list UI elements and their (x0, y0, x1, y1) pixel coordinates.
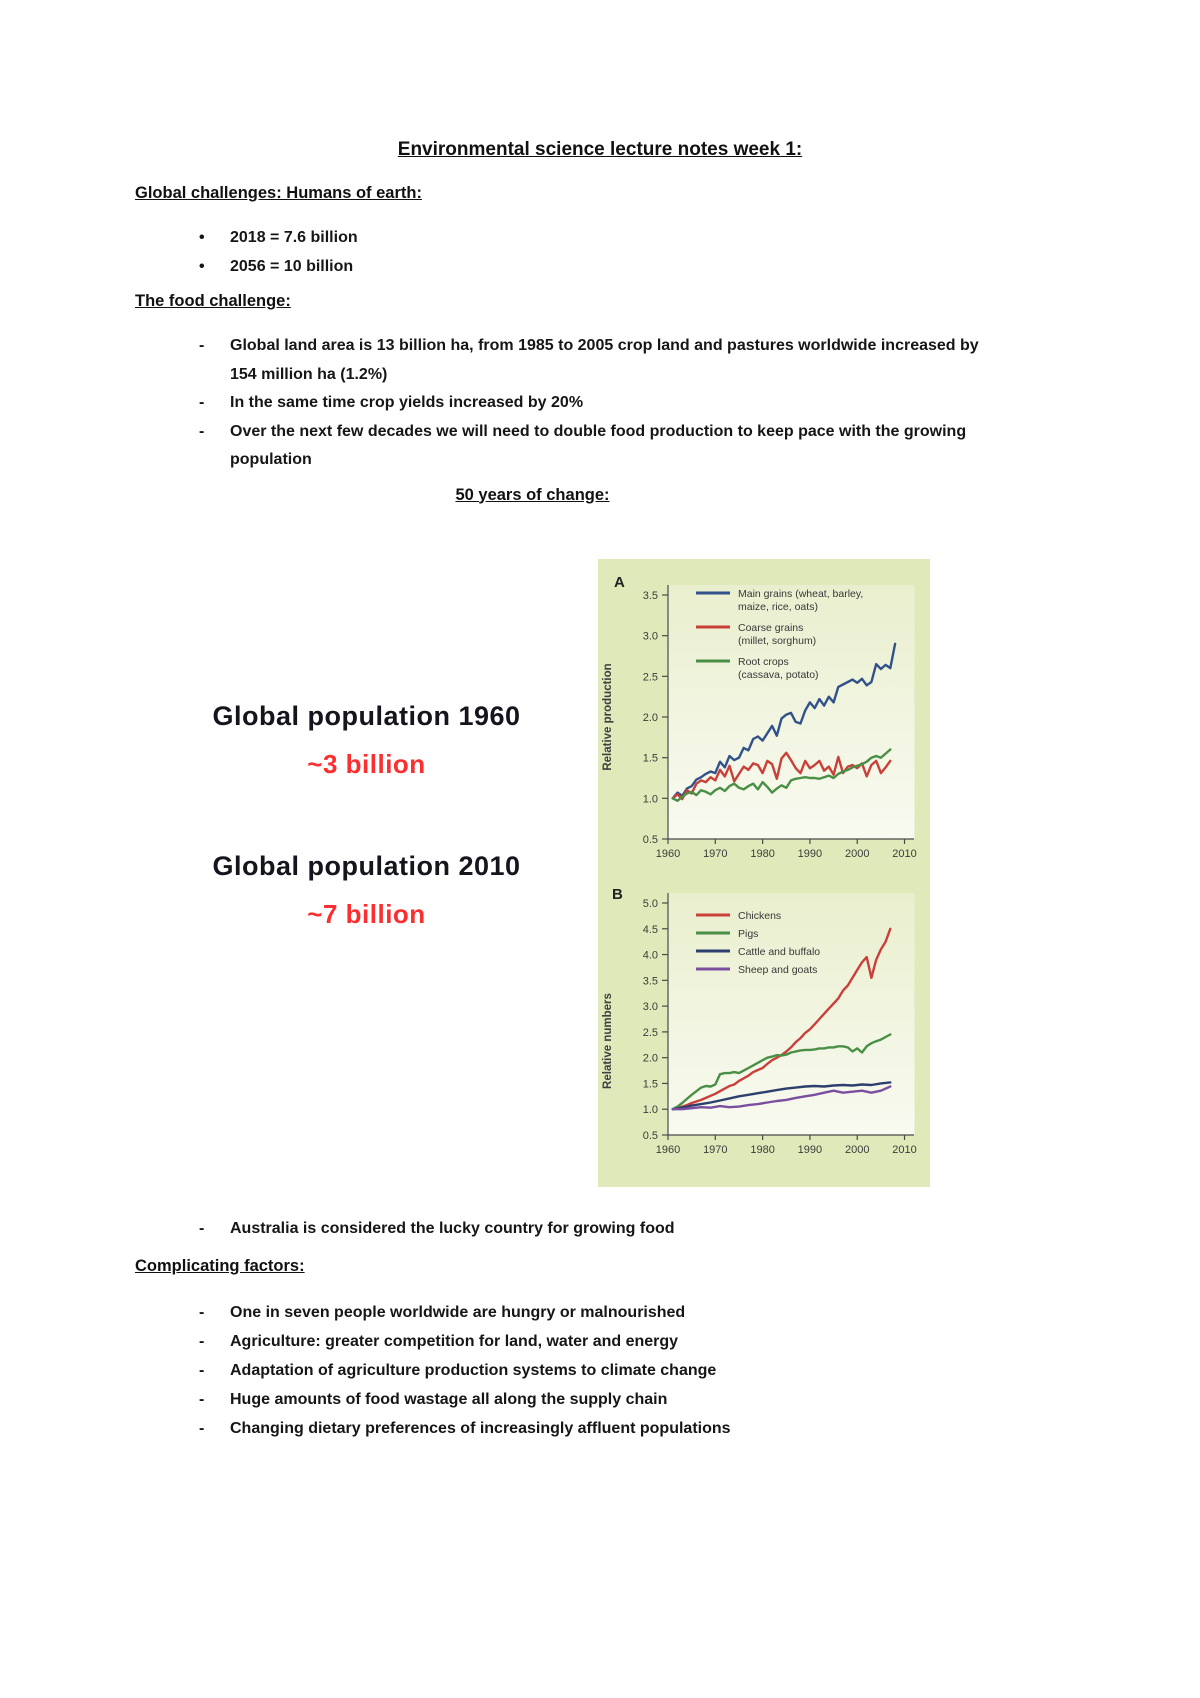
heading-food-challenge: The food challenge: (135, 292, 291, 310)
list-item: - Agriculture: greater competition for l… (135, 1327, 1065, 1356)
list-item: - Huge amounts of food wastage all along… (135, 1385, 1065, 1414)
chart-a-relative-production: 0.5 1.0 1.5 2.0 2.5 3.0 3.5 1960 1970 1980 1990 200… (602, 574, 917, 859)
dash-marker: - (199, 1362, 205, 1379)
svg-text:1980: 1980 (750, 848, 774, 859)
dash-marker: - (199, 1391, 205, 1408)
svg-text:2.0: 2.0 (643, 1052, 658, 1064)
complicating-factors-list: - One in seven people worldwide are hung… (135, 1298, 1065, 1443)
svg-text:0.5: 0.5 (643, 1130, 658, 1142)
svg-text:(cassava, potato): (cassava, potato) (738, 669, 819, 681)
list-item: - Changing dietary preferences of increa… (135, 1414, 1065, 1443)
chart-b-relative-numbers: 0.5 1.0 1.5 2.0 2.5 3.0 3.5 4.0 4.5 5.0 1960 1970 19… (602, 886, 917, 1156)
list-item: • 2018 = 7.6 billion (135, 224, 1065, 253)
heading-50-years-of-change: 50 years of change: (455, 485, 610, 504)
list-item-text: Over the next few decades we will need t… (230, 422, 967, 469)
bullet-marker: • (199, 257, 205, 275)
svg-text:2.5: 2.5 (643, 671, 658, 683)
svg-text:3.5: 3.5 (643, 590, 658, 602)
svg-text:Relative production: Relative production (602, 663, 614, 770)
dash-marker: - (199, 1219, 205, 1237)
figure-50-years-of-change: Global population 1960 ~3 billion Global… (135, 558, 930, 1187)
population-2010-value: ~7 billion (307, 898, 426, 929)
charts-panel: 0.5 1.0 1.5 2.0 2.5 3.0 3.5 1960 1970 1980 1990 200… (598, 558, 930, 1187)
list-item-text: Changing dietary preferences of increasi… (230, 1420, 731, 1437)
svg-text:maize, rice, oats): maize, rice, oats) (738, 601, 818, 613)
list-item: - Global land area is 13 billion ha, fro… (135, 332, 1065, 389)
dash-marker: - (199, 422, 205, 440)
svg-text:1960: 1960 (656, 1144, 680, 1156)
list-item: - Australia is considered the lucky coun… (135, 1215, 1065, 1244)
svg-text:1.0: 1.0 (643, 1104, 658, 1116)
dash-marker: - (199, 1333, 205, 1350)
svg-text:1970: 1970 (703, 1144, 727, 1156)
svg-text:5.0: 5.0 (643, 898, 658, 910)
dash-marker: - (199, 394, 205, 411)
australia-note-list: - Australia is considered the lucky coun… (135, 1215, 1065, 1244)
svg-text:Relative numbers: Relative numbers (602, 993, 614, 1089)
svg-text:Coarse grains: Coarse grains (738, 622, 803, 634)
list-item-text: Agriculture: greater competition for lan… (230, 1333, 679, 1350)
svg-text:1.0: 1.0 (643, 793, 658, 805)
svg-text:2010: 2010 (892, 1144, 916, 1156)
list-item: • 2056 = 10 billion (135, 253, 1065, 282)
dash-marker: - (199, 337, 205, 354)
list-item-text: In the same time crop yields increased b… (230, 394, 584, 411)
page: Environmental science lecture notes week… (135, 139, 1065, 1443)
list-item-text: Australia is considered the lucky countr… (230, 1219, 675, 1237)
list-item-text: Adaptation of agriculture production sys… (230, 1362, 717, 1379)
dash-marker: - (199, 1304, 205, 1321)
svg-text:2.0: 2.0 (643, 712, 658, 724)
list-item-text: Huge amounts of food wastage all along t… (230, 1391, 668, 1408)
svg-text:1.5: 1.5 (643, 1078, 658, 1090)
population-captions: Global population 1960 ~3 billion Global… (135, 559, 598, 1187)
svg-text:Sheep and goats: Sheep and goats (738, 964, 817, 976)
svg-text:1970: 1970 (703, 848, 727, 859)
population-1960-value: ~3 billion (307, 748, 426, 779)
heading-global-challenges: Global challenges: Humans of earth: (135, 184, 422, 202)
page-title: Environmental science lecture notes week… (397, 139, 803, 160)
population-1960-label: Global population 1960 (212, 700, 521, 731)
global-challenges-list: • 2018 = 7.6 billion • 2056 = 10 billion (135, 224, 1065, 281)
svg-text:4.0: 4.0 (643, 949, 658, 961)
svg-text:A: A (614, 574, 625, 591)
svg-text:B: B (612, 886, 623, 903)
svg-text:Cattle and buffalo: Cattle and buffalo (738, 946, 820, 958)
svg-text:3.5: 3.5 (643, 975, 658, 987)
svg-text:1960: 1960 (656, 848, 680, 859)
svg-text:1990: 1990 (798, 1144, 822, 1156)
list-item-text: 2056 = 10 billion (230, 257, 354, 275)
list-item: - In the same time crop yields increased… (135, 389, 1065, 418)
svg-text:Pigs: Pigs (738, 928, 758, 940)
food-challenge-list: - Global land area is 13 billion ha, fro… (135, 332, 1065, 475)
heading-complicating-factors: Complicating factors: (135, 1257, 305, 1275)
svg-text:1.5: 1.5 (643, 752, 658, 764)
svg-text:1980: 1980 (750, 1144, 774, 1156)
svg-text:Main grains (wheat, barley,: Main grains (wheat, barley, (738, 588, 863, 600)
svg-text:2010: 2010 (892, 848, 916, 859)
svg-text:Chickens: Chickens (738, 910, 781, 922)
list-item-text: One in seven people worldwide are hungry… (230, 1304, 686, 1321)
list-item-text: 2018 = 7.6 billion (230, 229, 358, 246)
population-2010-label: Global population 2010 (212, 850, 521, 881)
svg-text:2000: 2000 (845, 848, 869, 859)
svg-text:4.5: 4.5 (643, 923, 658, 935)
svg-text:Root crops: Root crops (738, 656, 789, 668)
svg-text:2.5: 2.5 (643, 1026, 658, 1038)
svg-text:2000: 2000 (845, 1144, 869, 1156)
svg-text:3.0: 3.0 (643, 1001, 658, 1013)
bullet-marker: • (199, 229, 205, 246)
svg-text:3.0: 3.0 (643, 630, 658, 642)
svg-text:(millet, sorghum): (millet, sorghum) (738, 635, 816, 647)
list-item-text: Global land area is 13 billion ha, from … (230, 337, 979, 383)
list-item: - Adaptation of agriculture production s… (135, 1356, 1065, 1385)
dash-marker: - (199, 1420, 205, 1437)
list-item: - Over the next few decades we will need… (135, 418, 1065, 475)
list-item: - One in seven people worldwide are hung… (135, 1298, 1065, 1327)
svg-text:1990: 1990 (798, 848, 822, 859)
svg-text:0.5: 0.5 (643, 834, 658, 846)
